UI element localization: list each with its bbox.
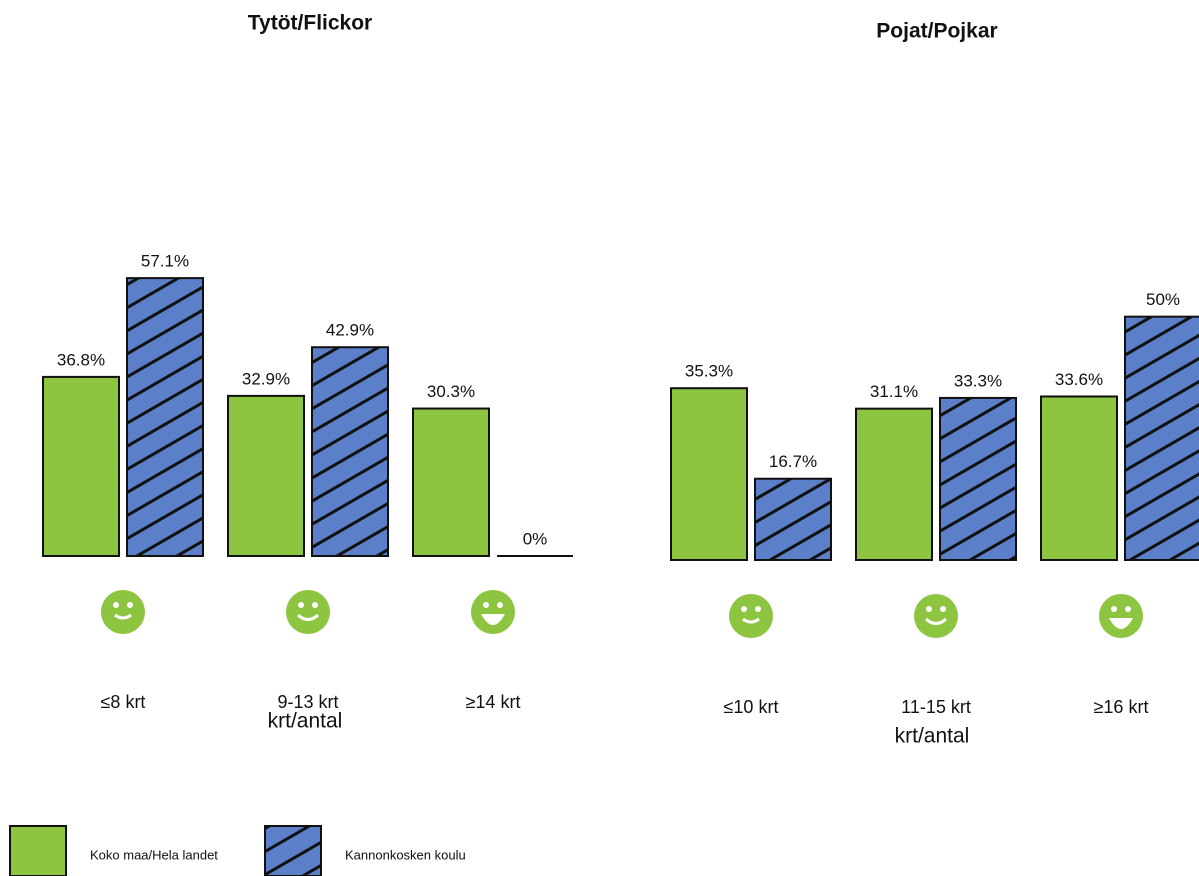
value-label: 36.8% — [57, 350, 105, 369]
bar — [670, 387, 748, 561]
chart-title: Pojat/Pojkar — [876, 20, 997, 43]
smiley-eye — [755, 606, 761, 612]
x-tick-label: ≤10 krt — [724, 697, 779, 717]
value-label: 57.1% — [141, 252, 189, 271]
legend-swatch — [9, 825, 67, 876]
legend-label: Koko maa/Hela landet — [90, 847, 218, 862]
bar — [939, 396, 1017, 561]
smiley-eye — [741, 606, 747, 612]
bar — [311, 346, 389, 557]
x-tick-label: ≥14 krt — [466, 692, 521, 712]
value-label: 42.9% — [326, 321, 374, 340]
x-tick-label: ≤8 krt — [101, 692, 146, 712]
smiley-eye — [127, 602, 133, 608]
x-tick-label: 9-13 krt — [277, 692, 338, 712]
value-label: 32.9% — [242, 369, 290, 388]
legend-label: Kannonkosken koulu — [345, 847, 466, 862]
value-label: 30.3% — [427, 382, 475, 401]
value-label: 16.7% — [769, 452, 817, 471]
chart-title: Tytöt/Flickor — [248, 12, 372, 35]
smiley-icon — [1099, 594, 1143, 638]
smiley-eye — [926, 606, 932, 612]
legend-swatch — [264, 825, 322, 876]
value-label: 31.1% — [870, 382, 918, 401]
value-label: 33.6% — [1055, 370, 1103, 389]
smiley-mouth — [481, 614, 505, 625]
smiley-mouth — [114, 613, 132, 620]
smiley-icon — [101, 590, 145, 634]
smiley-eye — [298, 602, 304, 608]
x-tick-label: ≥16 krt — [1094, 697, 1149, 717]
smiley-eye — [940, 606, 946, 612]
smiley-mouth — [1109, 618, 1133, 629]
smiley-icon — [729, 594, 773, 638]
smiley-icon — [471, 590, 515, 634]
smiley-icon — [286, 590, 330, 634]
bar — [855, 407, 933, 561]
smiley-mouth — [924, 617, 948, 625]
smiley-eye — [113, 602, 119, 608]
bar — [412, 407, 490, 558]
smiley-eye — [1111, 606, 1117, 612]
smiley-mouth — [296, 613, 320, 621]
value-label: 33.3% — [954, 371, 1002, 390]
bar — [126, 277, 204, 557]
smiley-eye — [1125, 606, 1131, 612]
value-label: 0% — [523, 529, 548, 548]
bar — [227, 394, 305, 557]
bar — [42, 375, 120, 558]
smiley-icon — [914, 594, 958, 638]
value-label: 35.3% — [685, 362, 733, 381]
smiley-eye — [497, 602, 503, 608]
x-axis-label: krt/antal — [268, 710, 343, 733]
bar — [1040, 395, 1118, 562]
bar — [1124, 315, 1199, 561]
smiley-mouth — [742, 617, 760, 624]
x-tick-label: 11-15 krt — [901, 697, 971, 717]
smiley-eye — [312, 602, 318, 608]
smiley-eye — [483, 602, 489, 608]
value-label: 50% — [1146, 290, 1180, 309]
x-axis-label: krt/antal — [895, 725, 970, 748]
bar — [754, 477, 832, 561]
